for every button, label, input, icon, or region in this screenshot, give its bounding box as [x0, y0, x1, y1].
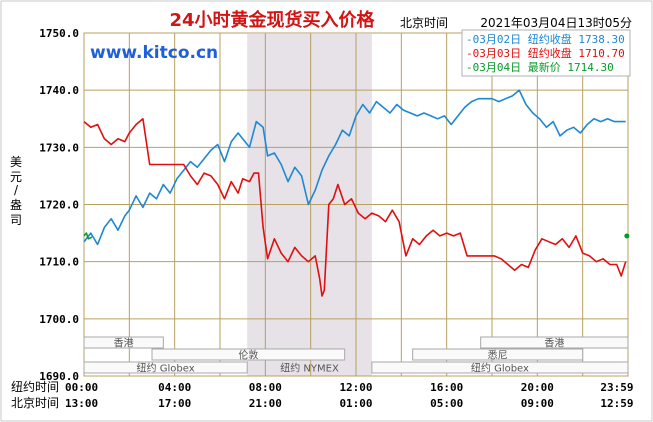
session-bar-0 [83, 336, 164, 349]
series-lines [83, 89, 630, 297]
series-line-2 [83, 232, 93, 240]
session-bar-3 [371, 361, 629, 374]
x-tick-label-0-3: 12:00 [339, 381, 372, 394]
legend-box [461, 29, 631, 77]
legend-entry-1: -03月03日 纽约收盘 1710.70 [466, 46, 625, 60]
y-axis-label-1: 美 [10, 155, 22, 169]
session-bar-5 [412, 348, 584, 361]
x-tick-label-1-5: 09:00 [521, 397, 554, 410]
x-tick-label-0-6: 23:59 [600, 381, 633, 394]
series-line-1 [83, 118, 627, 297]
y-tick-label-6: 1690.0 [39, 370, 79, 383]
nymex-session-label: 纽约 NYMEX [280, 362, 339, 375]
x-tick-label-1-0: 13:00 [65, 397, 98, 410]
y-tick-label-1: 1740.0 [39, 84, 79, 97]
y-axis-label-5: 司 [10, 213, 22, 227]
session-label-3: 纽约 Globex [471, 362, 529, 375]
session-bar-2 [83, 361, 248, 374]
legend-entry-2: -03月04日 最新价 1714.30 [466, 60, 614, 74]
session-label-2: 纽约 Globex [137, 362, 195, 375]
x-tick-label-1-2: 21:00 [249, 397, 282, 410]
x-tick-label-0-1: 04:00 [158, 381, 191, 394]
y-tick-labels: 1750.0 1740.0 1730.0 1720.0 1710.0 1700.0 1690… [39, 27, 79, 383]
x-axis-row-label-0: 纽约时间 [11, 379, 59, 394]
timestamp-prefix: 北京时间 [400, 16, 448, 30]
x-tick-label-1-3: 01:00 [339, 397, 372, 410]
y-axis-label-3: / [14, 183, 19, 197]
x-tick-label-0-4: 16:00 [430, 381, 463, 394]
y-tick-label-5: 1700.0 [39, 313, 79, 326]
x-tick-label-0-0: 00:00 [65, 381, 98, 394]
legend-entry-0: -03月02日 纽约收盘 1738.30 [466, 32, 625, 46]
session-label-0: 香港 [114, 338, 134, 350]
x-tick-label-0-5: 20:00 [521, 381, 554, 394]
series-line-0 [83, 89, 626, 246]
x-axis-row-label-1: 北京时间 [11, 396, 59, 410]
x-tick-label-0-2: 08:00 [249, 381, 282, 394]
latest-price-point [624, 233, 630, 239]
session-label-1: 伦敦 [238, 349, 258, 362]
y-axis-label-4: 盎 [10, 198, 22, 212]
chart-title: 24小时黄金现货买入价格 [169, 9, 375, 31]
x-tick-label-1-6: 12:59 [600, 397, 633, 410]
y-tick-label-3: 1720.0 [39, 199, 79, 212]
watermark: www.kitco.cn [90, 43, 218, 63]
y-tick-label-2: 1730.0 [39, 141, 79, 154]
x-axis: 纽约时间 00:00 04:00 08:00 12:00 16:00 20:00 23:59 北… [11, 379, 634, 410]
y-axis-label-2: 元 [10, 170, 22, 184]
session-bar-4 [480, 336, 629, 349]
x-tick-label-1-1: 17:00 [158, 397, 191, 410]
y-tick-label-4: 1710.0 [39, 256, 79, 269]
session-label-5: 悉尼 [488, 350, 508, 362]
timestamp: 2021年03月04日13时05分 [480, 16, 632, 30]
session-bar-1 [151, 348, 346, 361]
legend: -03月02日 纽约收盘 1738.30-03月03日 纽约收盘 1710.70… [466, 32, 625, 74]
y-tick-label-0: 1750.0 [39, 27, 79, 40]
x-tick-label-1-4: 05:00 [430, 397, 463, 410]
session-label-4: 香港 [544, 338, 564, 350]
